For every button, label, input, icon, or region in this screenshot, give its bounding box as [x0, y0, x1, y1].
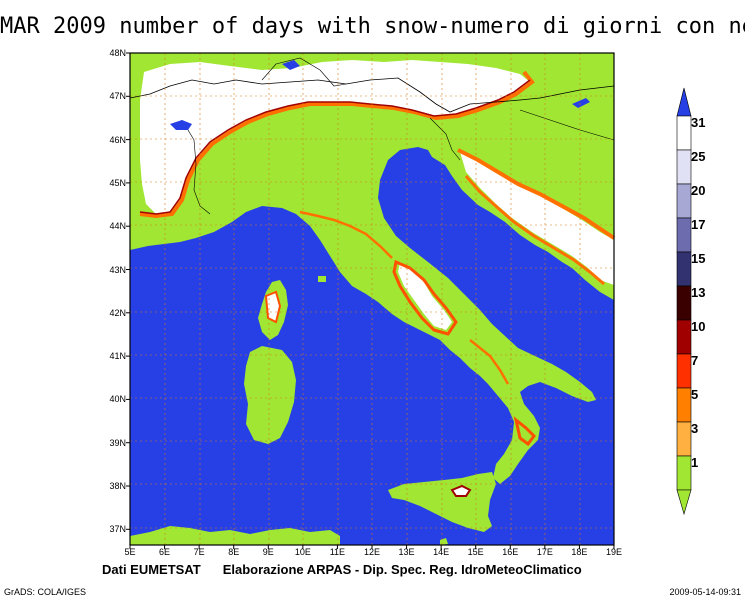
- balkan-snow: [460, 152, 614, 285]
- balkan-snow-edge-low: [464, 175, 605, 286]
- regional-border: [181, 57, 615, 215]
- footer-timestamp: 2009-05-14-09:31: [669, 587, 741, 597]
- legend-top-arrow: [676, 87, 692, 117]
- axis-ticks: [126, 52, 615, 549]
- legend-label: 3: [691, 421, 699, 436]
- lat-label: 44N: [109, 221, 126, 232]
- lake-constance: [282, 60, 300, 70]
- calabria-snow-edge: [513, 416, 536, 447]
- legend-label: 10: [691, 319, 706, 334]
- legend-swatch: [676, 285, 692, 321]
- credit-source: Dati EUMETSAT: [102, 562, 201, 577]
- lat-label: 37N: [109, 524, 126, 535]
- lon-label: 11E: [329, 547, 346, 557]
- legend-swatch: [676, 251, 692, 287]
- legend-swatch: [676, 455, 692, 491]
- lon-label: 14E: [433, 547, 450, 557]
- legend-swatch: [676, 319, 692, 355]
- footer-software: GrADS: COLA/IGES: [4, 587, 87, 597]
- alps-snow-edge: [139, 70, 535, 219]
- sardinia-land: [244, 346, 296, 444]
- legend-swatch: [676, 115, 692, 151]
- lon-label: 18E: [571, 547, 588, 557]
- lon-label: 16E: [502, 547, 519, 557]
- south-snow-edge: [469, 339, 510, 385]
- sicily-land: [388, 472, 496, 532]
- legend-swatch: [676, 217, 692, 253]
- legend-swatch: [676, 183, 692, 219]
- legend-label: 7: [691, 353, 699, 368]
- corsica-snow: [264, 290, 282, 324]
- legend-label: 17: [691, 217, 706, 232]
- legend-swatch: [676, 421, 692, 457]
- legend-label: 5: [691, 387, 699, 402]
- data-credits: Dati EUMETSAT Elaborazione ARPAS - Dip. S…: [102, 562, 582, 577]
- lon-label: 5E: [124, 547, 136, 557]
- lon-label: 10E: [294, 547, 311, 557]
- legend-label: 15: [691, 251, 706, 266]
- legend-colorbar: [676, 87, 692, 516]
- africa-land: [130, 526, 340, 545]
- lon-label: 12E: [363, 547, 380, 557]
- alps-snow: [140, 60, 530, 214]
- national-border: [129, 77, 615, 113]
- lat-label: 39N: [109, 437, 126, 448]
- lon-label: 15E: [467, 547, 484, 557]
- legend-swatch: [676, 353, 692, 389]
- map-title: MAR 2009 number of days with snow-numero…: [0, 14, 745, 39]
- lat-label: 46N: [109, 134, 126, 145]
- lake-geneva: [170, 120, 192, 130]
- lon-label: 6E: [159, 547, 171, 557]
- lat-label: 45N: [109, 177, 126, 188]
- legend-swatch: [676, 149, 692, 185]
- alps-snow-edge-dark: [139, 79, 531, 215]
- legend-label: 25: [691, 149, 706, 164]
- legend-label: 20: [691, 183, 706, 198]
- apennine-north-edge: [299, 210, 393, 259]
- lat-label: 42N: [109, 307, 126, 318]
- legend-label: 1: [691, 455, 699, 470]
- lon-label: 8E: [228, 547, 240, 557]
- credit-processing: Elaborazione ARPAS - Dip. Spec. Reg. Idr…: [222, 562, 582, 577]
- lat-label: 48N: [109, 48, 126, 58]
- legend-swatch: [676, 387, 692, 423]
- lat-label: 43N: [109, 264, 126, 275]
- lake-balaton: [572, 98, 590, 108]
- lon-label: 17E: [536, 547, 553, 557]
- apennine-snow-edge: [392, 259, 458, 336]
- lon-label: 19E: [605, 547, 622, 557]
- lon-label: 7E: [193, 547, 205, 557]
- legend-label: 13: [691, 285, 706, 300]
- lon-label: 9E: [262, 547, 274, 557]
- apennine-snow: [398, 262, 452, 330]
- balkan-snow-edge: [457, 148, 616, 240]
- graticule: [130, 53, 614, 545]
- elba-land: [318, 276, 326, 282]
- lat-label: 47N: [109, 91, 126, 102]
- lat-label: 40N: [109, 394, 126, 405]
- legend-label: 31: [691, 115, 706, 130]
- lat-label: 38N: [109, 481, 126, 491]
- lat-label: 41N: [109, 351, 126, 362]
- lon-label: 13E: [398, 547, 415, 557]
- legend-bottom-arrow: [676, 489, 692, 516]
- sicily-snow: [450, 484, 472, 497]
